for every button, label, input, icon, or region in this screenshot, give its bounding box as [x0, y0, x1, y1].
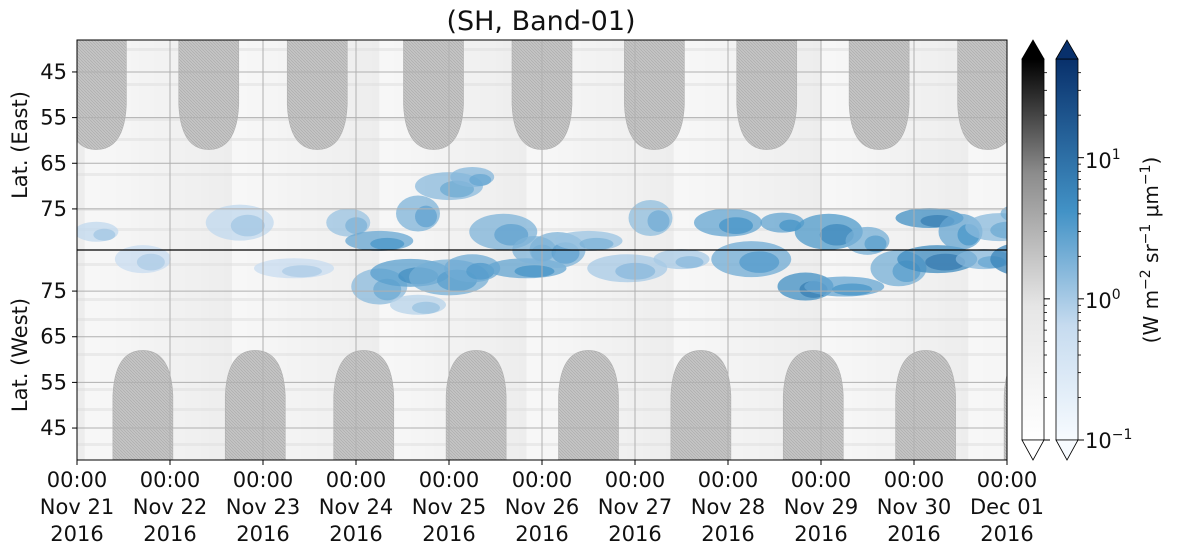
emission-patch-core	[469, 173, 492, 186]
ytick-label-upper: 75	[40, 197, 67, 221]
nightside-mask-lower	[670, 350, 732, 460]
gray-colorbar-extend-bottom	[1021, 439, 1045, 461]
nightside-mask-lower	[333, 350, 395, 460]
nightside-mask-upper	[736, 40, 798, 150]
nightside-mask-lower	[224, 350, 286, 460]
gray-colorbar	[1021, 39, 1045, 461]
xtick-label: 00:00 Nov 24 2016	[319, 468, 393, 546]
xtick-label: 00:00 Nov 29 2016	[784, 468, 858, 546]
emission-patch-core	[136, 253, 165, 271]
emission-patches	[77, 166, 1007, 315]
nightside-mask-upper	[286, 40, 348, 150]
emission-patch-core	[864, 235, 887, 253]
xtick-label: 00:00 Nov 30 2016	[877, 468, 951, 546]
upper-panel-ylabel: Lat. (East)	[8, 91, 32, 199]
ytick-label-lower: 65	[40, 325, 67, 349]
nightside-mask-upper	[957, 40, 1007, 150]
emission-patch-core	[93, 228, 116, 241]
xtick-label: 00:00 Nov 23 2016	[226, 468, 300, 546]
colorbar-tick-label-10^-1: 10−1	[1085, 427, 1132, 453]
emission-patch-core	[739, 251, 780, 273]
xtick-label: 00:00 Nov 28 2016	[691, 468, 765, 546]
nightside-mask-upper	[624, 40, 685, 150]
blue-colorbar-extend-bottom	[1055, 439, 1079, 461]
colorbar-tick-label-10^0: 100	[1085, 287, 1121, 313]
ytick-label-upper: 45	[40, 60, 67, 84]
nightside-mask-upper	[848, 40, 910, 150]
emission-patch-core	[370, 237, 405, 250]
emission-patch-core	[579, 237, 614, 250]
lower-panel-ylabel: Lat. (West)	[8, 298, 32, 412]
emission-patch-core	[412, 301, 440, 314]
emission-patch-core	[675, 256, 704, 269]
emission-patch-core	[647, 210, 670, 232]
ytick-label-upper: 55	[40, 106, 67, 130]
ytick-label-lower: 55	[40, 370, 67, 394]
xtick-label: 00:00 Nov 22 2016	[133, 468, 207, 546]
xtick-label: 00:00 Nov 21 2016	[40, 468, 114, 546]
emission-patch-core	[514, 265, 555, 278]
xtick-label: 00:00 Nov 27 2016	[598, 468, 672, 546]
y-axis-ticks: 45 55 65 75 75 65 55 45	[40, 60, 77, 440]
emission-patch	[1000, 206, 1007, 221]
ytick-label-lower: 75	[40, 279, 67, 303]
emission-patch-core	[230, 214, 265, 237]
emission-patch-core	[990, 221, 1007, 239]
nightside-mask-lower	[782, 350, 844, 460]
nightside-mask-upper	[77, 40, 127, 150]
nightside-mask-lower	[445, 350, 507, 460]
blue-colorbar-extend-top	[1055, 39, 1079, 60]
nightside-mask-lower	[112, 350, 174, 460]
blue-colorbar	[1055, 39, 1079, 461]
nightside-mask-lower	[558, 350, 619, 460]
nightside-mask-upper	[403, 40, 464, 150]
emission-patch-core	[415, 205, 437, 228]
xtick-label: 00:00 Nov 25 2016	[412, 468, 486, 546]
xtick-label: 00:00 Nov 26 2016	[505, 468, 579, 546]
emission-patch-core	[832, 283, 873, 296]
nightside-mask-upper	[178, 40, 240, 150]
x-axis-ticks: 00:00 Nov 21 2016 00:00 Nov 22 2016 00:00 Nov 2…	[40, 460, 1044, 546]
colorbar-tick-label-10^1: 101	[1085, 147, 1121, 173]
ytick-label-upper: 65	[40, 151, 67, 175]
ytick-label-lower: 45	[40, 416, 67, 440]
gray-colorbar-extend-top	[1021, 39, 1045, 60]
colorbar-ticks	[1044, 72, 1084, 441]
emission-patch	[990, 244, 1007, 274]
nightside-mask-lower	[895, 350, 956, 460]
emission-patch-core	[719, 217, 753, 235]
emission-patch-core	[925, 253, 966, 271]
emission-patch-core	[819, 223, 854, 246]
colorbar-label: (W m−2 sr−1 μm−1)	[1138, 157, 1163, 344]
chart-title: (SH, Band-01)	[446, 6, 635, 37]
xtick-label: 00:00 Dec 01 2016	[970, 468, 1044, 546]
emission-patch-core	[282, 265, 322, 278]
